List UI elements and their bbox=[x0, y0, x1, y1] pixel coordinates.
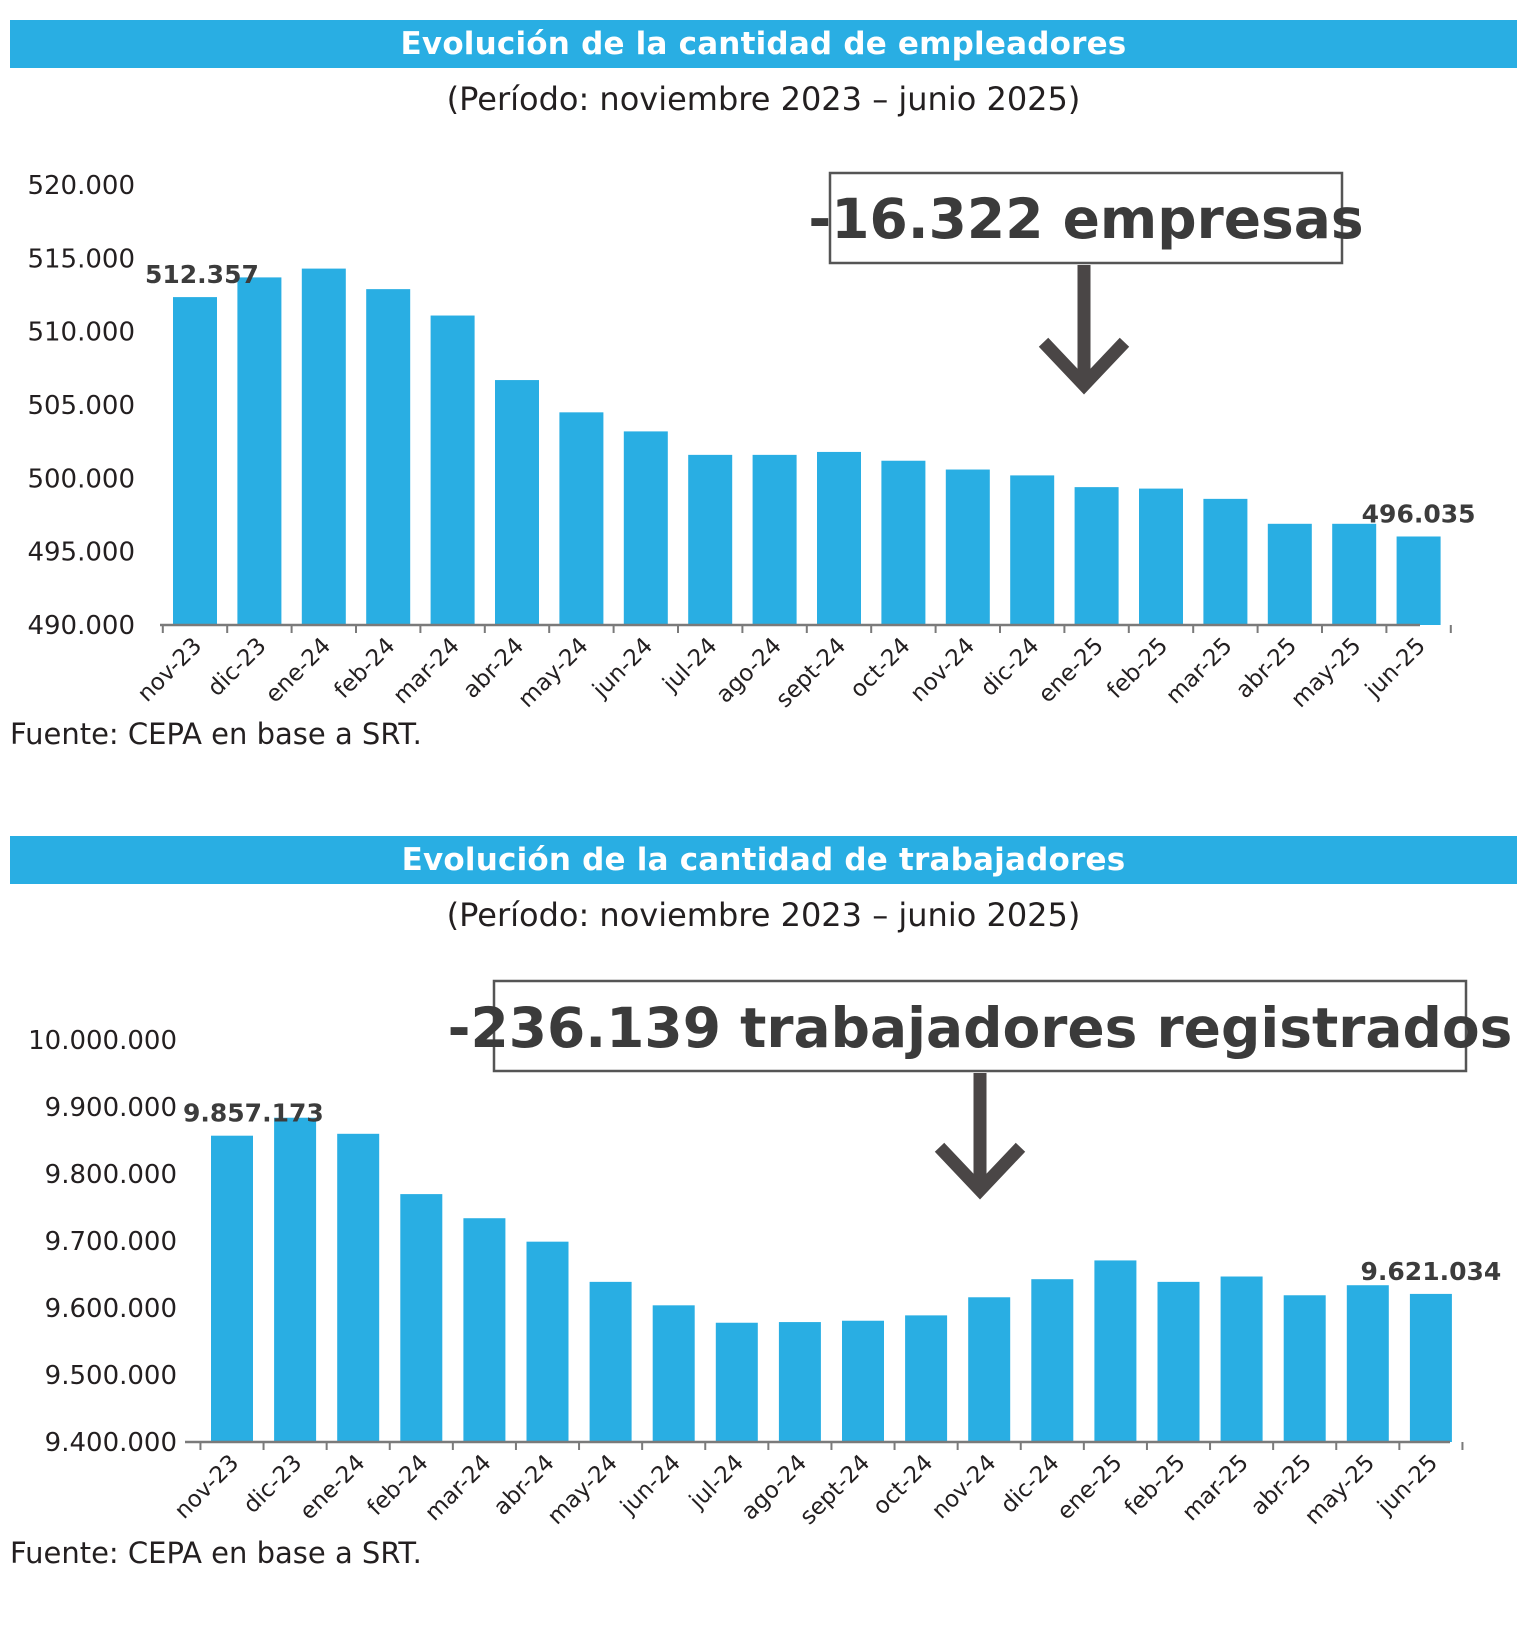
y-tick-label: 500.000 bbox=[27, 464, 135, 494]
bar-abr-24 bbox=[495, 380, 539, 625]
x-tick-label: mar-24 bbox=[388, 633, 464, 709]
x-tick-label: ene-24 bbox=[295, 1450, 370, 1525]
arrow-head-icon bbox=[934, 1142, 1026, 1200]
bar-ene-24 bbox=[337, 1133, 380, 1442]
x-tick-label: sept-24 bbox=[795, 1450, 875, 1530]
bar-dic-24 bbox=[1010, 475, 1055, 625]
callout-box bbox=[828, 171, 1344, 265]
data-label: 9.857.173 bbox=[183, 1099, 324, 1128]
chart-title: Evolución de la cantidad de empleadores bbox=[10, 20, 1517, 68]
bar-jul-24 bbox=[688, 454, 733, 625]
y-tick-label: 9.900.000 bbox=[45, 1093, 177, 1123]
x-tick-label: mar-24 bbox=[420, 1450, 496, 1526]
bar-jul-24 bbox=[715, 1322, 758, 1442]
x-tick-label: ene-25 bbox=[1034, 633, 1109, 708]
data-label: 496.035 bbox=[1362, 499, 1476, 528]
y-tick-label: 505.000 bbox=[27, 391, 135, 421]
x-tick-label: jun-24 bbox=[615, 1450, 686, 1521]
x-tick-label: nov-23 bbox=[133, 633, 207, 707]
y-tick-label: 9.800.000 bbox=[45, 1160, 177, 1190]
bar-abr-24 bbox=[526, 1241, 569, 1442]
x-tick-label: oct-24 bbox=[845, 633, 915, 703]
y-tick-label: 495.000 bbox=[27, 538, 135, 568]
x-tick-label: ene-24 bbox=[261, 633, 336, 708]
callout-text: -16.322 empresas bbox=[808, 187, 1363, 251]
x-tick-label: nov-24 bbox=[906, 633, 980, 707]
data-label: 512.357 bbox=[145, 260, 259, 289]
chart-subtitle: (Período: noviembre 2023 – junio 2025) bbox=[446, 896, 1081, 934]
data-label: 9.621.034 bbox=[1361, 1257, 1502, 1286]
chart-subtitle: (Período: noviembre 2023 – junio 2025) bbox=[446, 80, 1081, 118]
bar-ene-25 bbox=[1094, 1260, 1137, 1442]
bar-nov-23 bbox=[211, 1135, 253, 1442]
y-tick-label: 9.600.000 bbox=[45, 1294, 177, 1324]
bar-mar-25 bbox=[1203, 498, 1248, 625]
bar-nov-24 bbox=[945, 469, 990, 625]
bar-ago-24 bbox=[778, 1322, 821, 1442]
bar-ago-24 bbox=[752, 454, 797, 625]
bar-nov-24 bbox=[968, 1297, 1011, 1442]
bar-mar-24 bbox=[463, 1218, 506, 1442]
bar-may-24 bbox=[589, 1281, 632, 1442]
y-tick-label: 9.500.000 bbox=[45, 1361, 177, 1391]
y-tick-label: 10.000.000 bbox=[28, 1026, 177, 1056]
arrow-head-icon bbox=[1038, 337, 1130, 395]
bar-dic-24 bbox=[1031, 1279, 1074, 1442]
y-tick-label: 9.700.000 bbox=[45, 1227, 177, 1257]
bar-feb-24 bbox=[366, 289, 411, 625]
source-note: Fuente: CEPA en base a SRT. bbox=[10, 1536, 422, 1570]
workers-bar-chart: 9.400.000 9.500.000 9.600.000 9.700.000 9.80… bbox=[28, 979, 1513, 1530]
x-tick-label: ene-25 bbox=[1052, 1450, 1127, 1525]
bar-sept-24 bbox=[842, 1320, 884, 1442]
bar-abr-25 bbox=[1267, 523, 1312, 625]
bar-jun-24 bbox=[652, 1305, 695, 1442]
bar-dic-23 bbox=[274, 1117, 317, 1442]
callout-box bbox=[492, 979, 1468, 1073]
y-tick-label: 510.000 bbox=[27, 318, 135, 348]
bar-may-25 bbox=[1332, 523, 1377, 625]
chart-title: Evolución de la cantidad de trabajadores bbox=[10, 836, 1517, 884]
x-tick-label: may-25 bbox=[1300, 1450, 1380, 1530]
bar-oct-24 bbox=[881, 460, 926, 625]
bar-sept-24 bbox=[817, 451, 861, 625]
x-tick-label: jun-25 bbox=[1360, 633, 1431, 704]
x-tick-label: jun-25 bbox=[1372, 1450, 1443, 1521]
x-tick-label: may-24 bbox=[543, 1450, 623, 1530]
x-tick-label: may-24 bbox=[514, 633, 594, 713]
x-tick-label: jun-24 bbox=[587, 633, 658, 704]
bar-nov-23 bbox=[173, 297, 217, 625]
bar-jun-24 bbox=[623, 431, 668, 625]
x-tick-label: may-25 bbox=[1286, 633, 1366, 713]
bar-feb-25 bbox=[1157, 1281, 1200, 1442]
x-tick-label: nov-24 bbox=[927, 1450, 1001, 1524]
bar-oct-24 bbox=[905, 1315, 948, 1442]
bar-mar-24 bbox=[430, 315, 475, 625]
bar-feb-25 bbox=[1139, 488, 1183, 625]
x-tick-label: sept-24 bbox=[771, 633, 851, 713]
bar-mar-25 bbox=[1220, 1276, 1263, 1442]
bar-ene-24 bbox=[301, 268, 346, 625]
y-tick-label: 520.000 bbox=[27, 171, 135, 201]
bar-abr-25 bbox=[1283, 1295, 1326, 1442]
bar-ene-25 bbox=[1074, 487, 1119, 625]
y-tick-label: 515.000 bbox=[27, 244, 135, 274]
bar-jun-25 bbox=[1409, 1293, 1452, 1442]
callout-text: -236.139 trabajadores registrados bbox=[448, 996, 1513, 1060]
y-tick-label: 490.000 bbox=[27, 611, 135, 641]
bar-may-24 bbox=[559, 412, 604, 625]
x-tick-label: mar-25 bbox=[1177, 1450, 1253, 1526]
x-tick-label: mar-25 bbox=[1161, 633, 1237, 709]
y-tick-label: 9.400.000 bbox=[45, 1428, 177, 1458]
source-note: Fuente: CEPA en base a SRT. bbox=[10, 717, 422, 751]
bar-jun-25 bbox=[1396, 536, 1441, 625]
x-tick-label: oct-24 bbox=[868, 1450, 938, 1520]
bar-dic-23 bbox=[237, 277, 282, 625]
x-tick-label: nov-23 bbox=[170, 1450, 244, 1524]
employers-bar-chart: 490.000 495.000 500.000 505.000 510.000 515.0… bbox=[27, 171, 1476, 713]
bar-may-25 bbox=[1346, 1285, 1389, 1442]
bar-feb-24 bbox=[400, 1194, 443, 1442]
